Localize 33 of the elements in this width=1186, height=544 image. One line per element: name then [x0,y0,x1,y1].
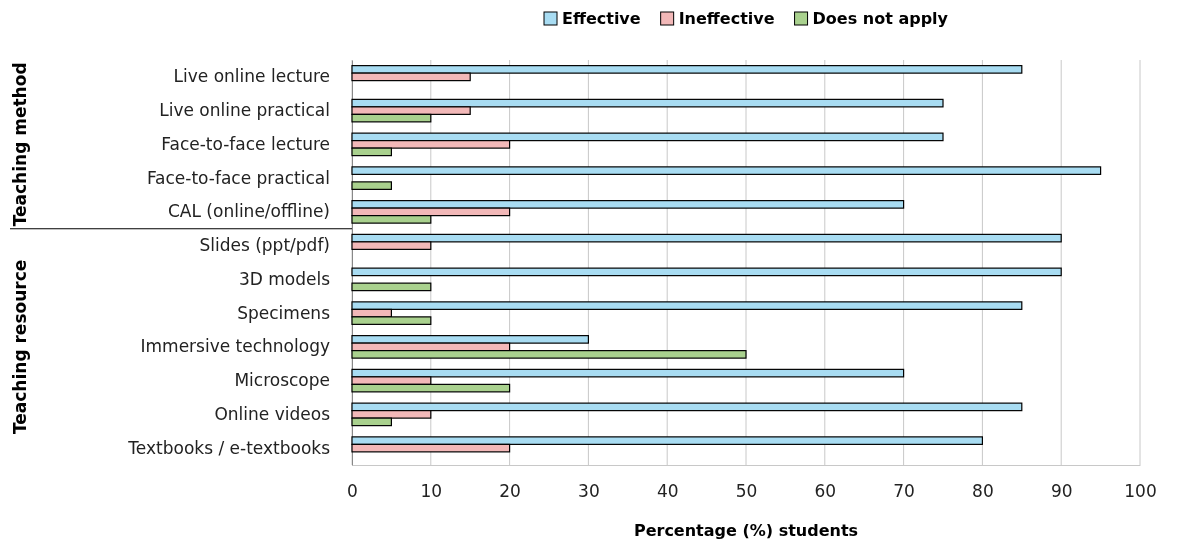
bar [351,267,1062,277]
x-tick-label: 60 [814,481,837,502]
y-tick-label: Microscope [234,370,330,391]
bar [351,181,392,190]
bar [351,282,432,292]
y-tick-label: Face-to-face practical [146,167,330,188]
y-tick-label: Live online practical [159,100,330,121]
x-tick-label: 40 [656,481,679,502]
x-tick-label: 30 [578,481,600,502]
legend-label: Effective [562,9,641,28]
text: Teaching method [10,62,30,227]
y-tick-label: Specimens [237,302,331,323]
x-tick-label: 90 [1050,481,1073,502]
y-tick-label: 3D models [238,268,331,289]
y-tick-label: Textbooks / e-textbooks [127,437,331,458]
y-tick-label: Slides (ppt/pdf) [199,235,330,256]
legend-label: Does not apply [812,9,949,28]
text: Teaching resource [10,259,30,435]
x-tick-label: 80 [972,481,994,502]
y-tick-label: Face-to-face lecture [161,133,330,154]
x-tick-label: 10 [420,481,443,502]
x-tick-label: 70 [893,481,915,502]
x-tick-label: 100 [1124,481,1157,502]
x-tick-label: 0 [347,481,358,502]
y-tick-label: CAL (online/offline) [167,201,330,222]
x-tick-label: 20 [499,481,521,502]
bar [351,166,1102,175]
y-tick-label: Online videos [214,403,331,424]
y-tick-label: Live online lecture [173,66,330,87]
legend-label: Ineffective [678,9,775,28]
x-tick-label: 50 [735,481,758,502]
y-tick-label: Immersive technology [140,336,330,357]
x-axis-title: Percentage (%) students [633,521,859,540]
